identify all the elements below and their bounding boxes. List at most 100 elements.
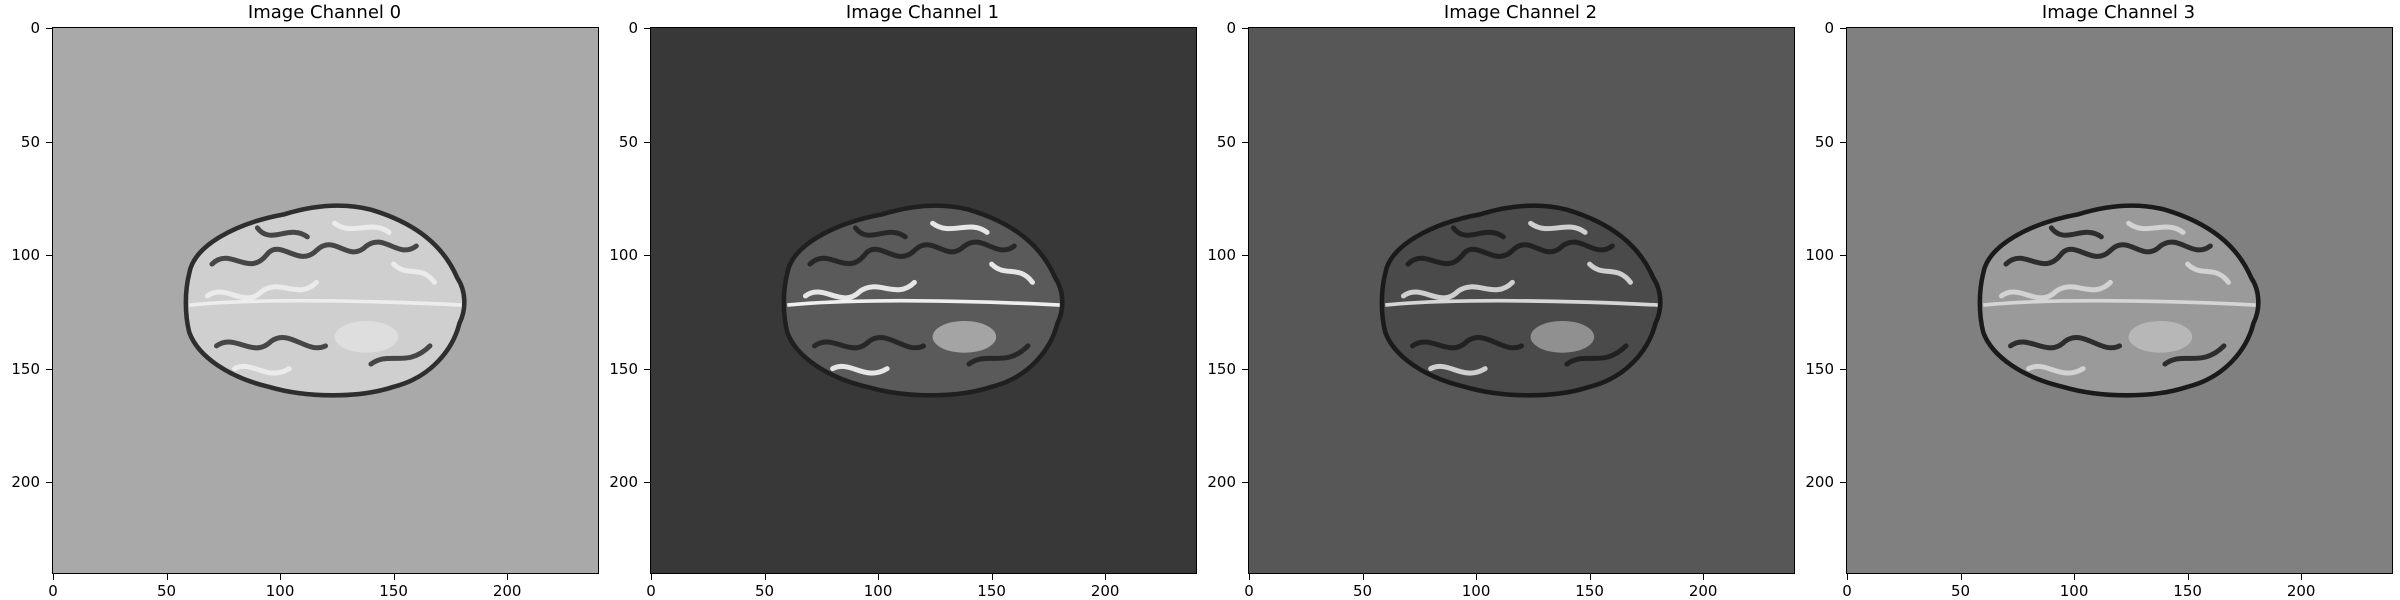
midline-fissure (787, 298, 1060, 307)
brain-fold (2008, 335, 2122, 351)
brain-fold (1400, 279, 1515, 301)
brain-fold (391, 261, 437, 285)
image-panel-1: Image Channel 1 0 50 100 150 200 0 50 100 150 200 (609, 0, 1210, 600)
brain-fold (2003, 239, 2213, 267)
x-tick-mark (1362, 574, 1364, 580)
panel-title: Image Channel 3 (2041, 2, 2196, 23)
mri-slice-image (1847, 28, 2392, 573)
brain-fold (209, 239, 419, 267)
brain-fold (802, 279, 917, 301)
image-frame (52, 27, 599, 574)
x-tick-label: 200 (492, 582, 522, 600)
brain-fold (812, 335, 926, 351)
brain-fold (254, 225, 310, 240)
x-tick-label: 100 (1461, 582, 1491, 600)
brain-fold (830, 364, 890, 376)
brain-fold (966, 343, 1031, 367)
y-tick-label: 50 (20, 132, 40, 151)
brain-fold (1428, 364, 1488, 376)
brain-fold (1450, 225, 1506, 240)
x-tick-label: 150 (977, 582, 1006, 600)
x-tick-label: 50 (1352, 582, 1373, 600)
panel-title: Image Channel 2 (1443, 2, 1598, 23)
mri-slice-image (53, 28, 598, 573)
y-tick-label: 0 (628, 19, 638, 37)
y-tick-mark (1840, 141, 1846, 143)
brain-fold (2185, 261, 2231, 285)
midline-fissure (1385, 298, 1658, 307)
y-tick-mark (1840, 255, 1846, 257)
brain-fold (1405, 239, 1615, 267)
y-tick-mark (46, 368, 52, 370)
brain-fold (1998, 279, 2113, 301)
y-tick-label: 150 (609, 359, 638, 378)
x-tick-label: 200 (1688, 582, 1718, 600)
brain-fold (1564, 343, 1629, 367)
x-tick-label: 150 (379, 582, 408, 600)
x-tick-mark (507, 574, 509, 580)
x-tick-mark (2187, 574, 2189, 580)
y-tick-mark (1840, 482, 1846, 484)
x-tick-mark (991, 574, 993, 580)
y-tick-label: 150 (1805, 359, 1834, 378)
y-tick-label: 50 (618, 132, 638, 151)
brain-fold (989, 261, 1035, 285)
x-tick-mark (1476, 574, 1478, 580)
x-tick-mark (1249, 574, 1250, 580)
y-tick-mark (1242, 28, 1248, 29)
y-tick-mark (644, 368, 650, 370)
x-tick-mark (1589, 574, 1591, 580)
midline-fissure (1983, 298, 2256, 307)
x-tick-label: 50 (754, 582, 775, 600)
brain-fold (2026, 364, 2086, 376)
y-tick-label: 100 (1207, 246, 1236, 265)
image-panel-3: Image Channel 3 0 50 100 150 200 0 50 100 150 200 (1805, 0, 2400, 600)
x-tick-label: 50 (1950, 582, 1971, 600)
y-tick-mark (1242, 255, 1248, 257)
y-tick-label: 200 (11, 473, 40, 492)
panel-title: Image Channel 1 (845, 2, 1000, 23)
y-tick-label: 150 (1207, 359, 1236, 378)
x-tick-mark (1960, 574, 1962, 580)
brain-fold (332, 220, 392, 235)
x-tick-mark (878, 574, 880, 580)
y-tick-label: 200 (1207, 473, 1236, 492)
image-frame (650, 27, 1197, 574)
y-tick-mark (644, 482, 650, 484)
x-tick-label: 200 (2286, 582, 2316, 600)
brain-fold (1528, 220, 1588, 235)
x-tick-label: 0 (1842, 582, 1852, 600)
y-tick-label: 50 (1814, 132, 1834, 151)
y-tick-mark (1840, 28, 1846, 29)
y-tick-mark (46, 255, 52, 257)
y-tick-mark (1242, 368, 1248, 370)
bright-region (1530, 320, 1595, 353)
y-tick-label: 100 (1805, 246, 1834, 265)
x-tick-mark (1847, 574, 1848, 580)
y-tick-mark (1840, 368, 1846, 370)
brain-fold (2048, 225, 2104, 240)
y-tick-label: 0 (1824, 19, 1834, 37)
y-tick-label: 0 (1226, 19, 1236, 37)
x-tick-label: 200 (1090, 582, 1120, 600)
x-tick-mark (280, 574, 282, 580)
x-tick-mark (166, 574, 168, 580)
brain-fold (232, 364, 292, 376)
x-tick-mark (2074, 574, 2076, 580)
x-tick-label: 150 (1575, 582, 1604, 600)
x-tick-label: 100 (2059, 582, 2089, 600)
x-tick-label: 0 (48, 582, 58, 600)
x-tick-mark (2301, 574, 2303, 580)
mri-slice-image (1249, 28, 1794, 573)
image-panel-2: Image Channel 2 0 50 100 150 200 0 50 100 150 200 (1207, 0, 1808, 600)
bright-region (334, 320, 399, 353)
brain-fold (2126, 220, 2186, 235)
mri-slice-image (651, 28, 1196, 573)
y-tick-label: 200 (609, 473, 638, 492)
brain-fold (930, 220, 990, 235)
x-tick-label: 0 (646, 582, 656, 600)
panel-title: Image Channel 0 (247, 2, 402, 23)
brain-fold (2162, 343, 2227, 367)
y-tick-mark (1242, 482, 1248, 484)
x-tick-label: 100 (863, 582, 893, 600)
